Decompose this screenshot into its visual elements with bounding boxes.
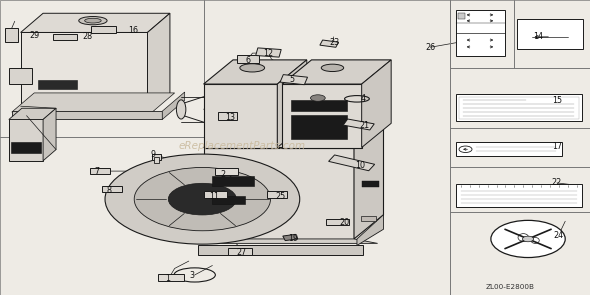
Ellipse shape bbox=[321, 64, 343, 72]
Bar bbox=[9, 68, 32, 84]
Bar bbox=[459, 97, 579, 119]
Bar bbox=[212, 196, 245, 204]
Polygon shape bbox=[204, 123, 384, 148]
Text: 12: 12 bbox=[263, 49, 274, 58]
Bar bbox=[215, 168, 238, 175]
Polygon shape bbox=[21, 13, 170, 32]
Text: 13: 13 bbox=[225, 114, 235, 122]
Ellipse shape bbox=[310, 95, 325, 101]
Bar bbox=[21, 32, 148, 112]
Ellipse shape bbox=[168, 183, 237, 215]
Bar bbox=[343, 119, 374, 130]
Polygon shape bbox=[354, 123, 384, 239]
Bar bbox=[267, 191, 287, 198]
Polygon shape bbox=[277, 60, 307, 148]
Ellipse shape bbox=[176, 100, 186, 119]
Bar bbox=[362, 181, 379, 187]
Bar bbox=[38, 80, 77, 88]
Bar bbox=[91, 26, 116, 33]
Bar bbox=[456, 10, 505, 56]
Ellipse shape bbox=[240, 64, 264, 72]
Text: 7: 7 bbox=[95, 167, 100, 176]
Polygon shape bbox=[198, 239, 378, 243]
Polygon shape bbox=[162, 92, 185, 119]
Text: 5: 5 bbox=[290, 75, 294, 84]
Bar bbox=[456, 184, 582, 206]
Text: 21: 21 bbox=[359, 121, 370, 130]
Text: eReplacementParts.com: eReplacementParts.com bbox=[178, 141, 306, 151]
Ellipse shape bbox=[105, 154, 300, 244]
Text: ZL00-E2800B: ZL00-E2800B bbox=[486, 284, 535, 290]
Bar bbox=[291, 115, 347, 139]
Text: 22: 22 bbox=[552, 178, 562, 187]
Polygon shape bbox=[148, 13, 170, 112]
Text: 9: 9 bbox=[151, 150, 156, 159]
Bar bbox=[218, 112, 237, 120]
Text: 27: 27 bbox=[237, 248, 247, 257]
Text: 3: 3 bbox=[189, 271, 194, 280]
Text: 15: 15 bbox=[552, 96, 562, 105]
Bar bbox=[158, 274, 184, 281]
Text: 2: 2 bbox=[221, 170, 225, 178]
Bar bbox=[53, 34, 77, 40]
Bar bbox=[228, 248, 252, 255]
Text: 23: 23 bbox=[329, 38, 340, 47]
Text: 1: 1 bbox=[166, 274, 171, 283]
Bar bbox=[204, 84, 277, 148]
Bar bbox=[282, 84, 362, 148]
Polygon shape bbox=[204, 60, 307, 84]
Bar bbox=[9, 119, 43, 161]
Bar bbox=[154, 157, 159, 163]
Bar bbox=[5, 28, 18, 42]
Bar bbox=[204, 191, 227, 198]
Polygon shape bbox=[43, 108, 56, 161]
Text: 16: 16 bbox=[128, 27, 137, 35]
Bar bbox=[320, 40, 339, 47]
Bar bbox=[456, 142, 562, 156]
Text: 19: 19 bbox=[288, 235, 299, 243]
Bar bbox=[90, 168, 110, 174]
Text: 14: 14 bbox=[533, 32, 543, 41]
Bar bbox=[152, 154, 161, 160]
Bar bbox=[12, 111, 162, 119]
Text: 11: 11 bbox=[209, 192, 219, 201]
Bar bbox=[103, 186, 122, 192]
Polygon shape bbox=[282, 60, 391, 84]
Bar bbox=[11, 142, 41, 153]
Bar bbox=[212, 176, 254, 186]
Bar bbox=[517, 19, 583, 49]
Bar bbox=[255, 48, 281, 57]
Text: 6: 6 bbox=[245, 56, 250, 65]
Text: 26: 26 bbox=[425, 43, 436, 52]
Bar bbox=[283, 234, 298, 241]
Text: 28: 28 bbox=[82, 32, 93, 41]
Bar bbox=[361, 216, 376, 221]
Polygon shape bbox=[357, 215, 384, 245]
Circle shape bbox=[523, 236, 533, 242]
Ellipse shape bbox=[85, 18, 101, 23]
Bar bbox=[458, 13, 465, 19]
Bar bbox=[198, 245, 363, 255]
Bar bbox=[204, 148, 354, 239]
Bar bbox=[326, 219, 349, 225]
Text: 24: 24 bbox=[553, 232, 563, 240]
Text: 4: 4 bbox=[360, 94, 365, 103]
Text: 8: 8 bbox=[107, 186, 112, 195]
Polygon shape bbox=[362, 60, 391, 148]
Text: 20: 20 bbox=[339, 218, 349, 227]
Text: 29: 29 bbox=[29, 31, 40, 40]
Polygon shape bbox=[12, 93, 175, 112]
Ellipse shape bbox=[134, 168, 270, 231]
Bar bbox=[237, 55, 259, 63]
Bar bbox=[456, 94, 582, 121]
Text: 10: 10 bbox=[355, 161, 365, 170]
Bar bbox=[280, 75, 307, 85]
Circle shape bbox=[491, 220, 565, 258]
Text: 17: 17 bbox=[552, 142, 562, 150]
Polygon shape bbox=[9, 108, 56, 119]
Ellipse shape bbox=[79, 17, 107, 25]
Bar bbox=[329, 155, 375, 171]
Text: 25: 25 bbox=[275, 192, 286, 201]
Bar bbox=[291, 100, 347, 111]
